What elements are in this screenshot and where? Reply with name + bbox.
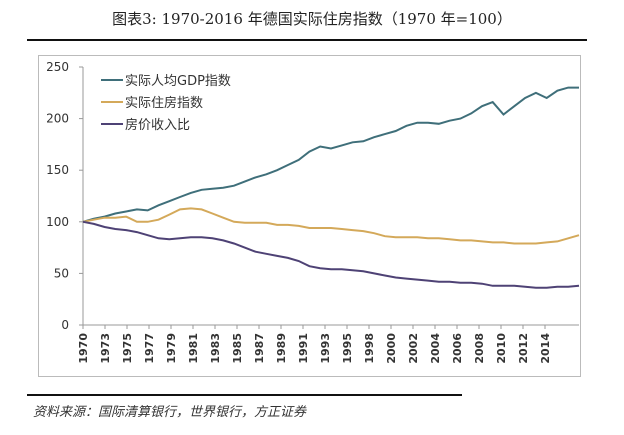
x-tick-label: 1981	[187, 333, 200, 364]
y-tick-label: 50	[54, 266, 69, 280]
legend-label-2: 实际住房指数	[125, 95, 203, 111]
x-tick-label: 1993	[319, 333, 332, 364]
title-divider	[27, 39, 587, 41]
source-divider	[27, 394, 462, 396]
y-tick-label: 250	[46, 60, 69, 74]
x-tick-label: 1989	[275, 333, 288, 364]
x-tick-label: 1987	[253, 333, 266, 364]
series-line-3	[82, 220, 580, 289]
chart-title: 图表3: 1970-2016 年德国实际住房指数（1970 年=100）	[112, 10, 512, 28]
x-tick-label: 2004	[429, 333, 442, 364]
y-tick-label: 100	[46, 215, 69, 229]
source-note: 资料来源：国际清算银行，世界银行，方正证券	[33, 405, 307, 420]
legend-label-3: 房价收入比	[125, 117, 190, 133]
y-tick-label: 0	[61, 318, 69, 332]
legend-label-1: 实际人均GDP指数	[125, 74, 231, 89]
x-tick-label: 1979	[165, 333, 178, 364]
x-tick-label: 2010	[495, 333, 508, 364]
x-tick-label: 1973	[99, 333, 112, 364]
series-line-2	[82, 207, 580, 245]
x-tick-label: 1970	[77, 333, 90, 364]
x-tick-label: 1983	[209, 333, 222, 364]
x-tick-label: 1991	[297, 333, 310, 364]
x-tick-label: 1995	[341, 333, 354, 364]
x-tick-label: 2000	[385, 333, 398, 364]
x-tick-label: 2014	[539, 333, 552, 364]
x-tick-label: 2006	[451, 333, 464, 364]
y-tick-label: 150	[46, 163, 69, 177]
x-tick-label: 1977	[143, 333, 156, 364]
x-tick-label: 2012	[517, 333, 530, 364]
x-tick-label: 1975	[121, 333, 134, 364]
x-tick-label: 2002	[407, 333, 420, 364]
x-tick-label: 1985	[231, 333, 244, 364]
line-chart: 0 50 100 150 200 250 1970 1973 1975 1977 1979 1981 1…	[46, 60, 580, 364]
y-tick-label: 200	[46, 112, 69, 126]
x-tick-label: 1998	[363, 333, 376, 364]
x-tick-label: 2008	[473, 333, 486, 364]
series-line-1	[82, 86, 579, 223]
chart-frame: 0 50 100 150 200 250 1970 1973 1975 1977 1979 1981 1…	[38, 55, 581, 377]
